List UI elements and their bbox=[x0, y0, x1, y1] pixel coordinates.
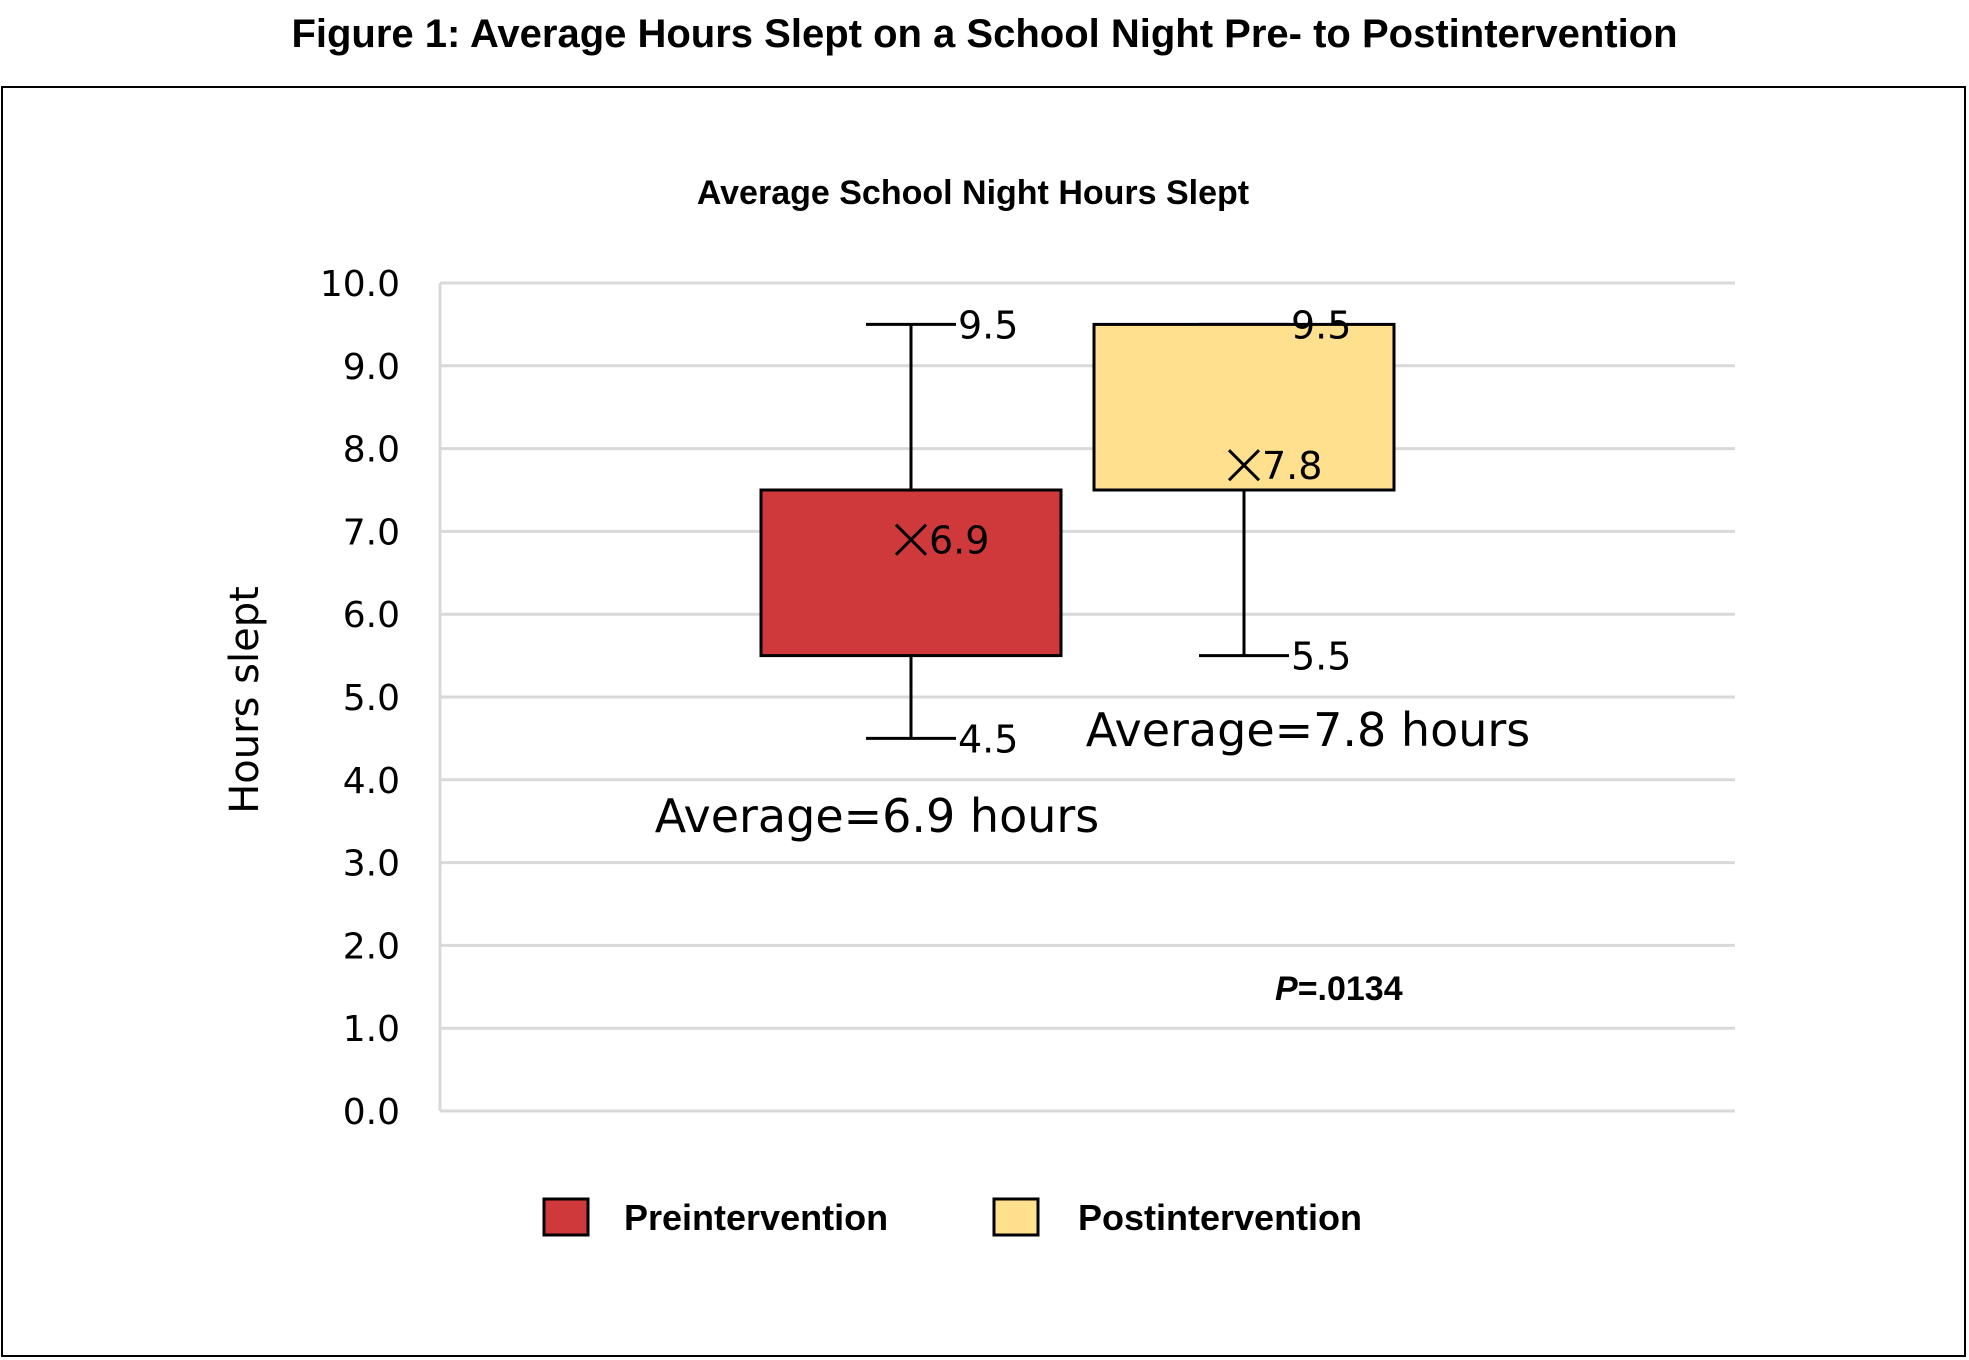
mean-marker bbox=[1227, 449, 1261, 482]
box-series: 6.9 9.5 4.5 7.8 9.5 5.5 Average=6.9 hours Avera… bbox=[655, 303, 1531, 843]
figure-frame bbox=[1, 86, 1966, 1357]
legend-label: Postintervention bbox=[1078, 1197, 1362, 1238]
min-label: 5.5 bbox=[1291, 635, 1351, 679]
figure-title: Figure 1: Average Hours Slept on a Schoo… bbox=[291, 12, 1678, 56]
gridlines bbox=[438, 281, 1735, 1113]
legend-swatch bbox=[542, 1197, 590, 1237]
y-axis-label: Hours slept bbox=[222, 586, 268, 814]
y-tick-label: 10.0 bbox=[320, 264, 400, 305]
mean-label: 7.8 bbox=[1262, 444, 1322, 488]
box-postintervention: 7.8 9.5 5.5 bbox=[1092, 303, 1396, 679]
min-label: 4.5 bbox=[958, 717, 1018, 761]
y-tick-label: 4.0 bbox=[343, 761, 400, 802]
box-iqr bbox=[1092, 322, 1396, 492]
average-annotation: Average=7.8 hours bbox=[1086, 703, 1531, 757]
legend-swatch bbox=[992, 1197, 1040, 1237]
y-tick-label: 0.0 bbox=[343, 1092, 400, 1133]
mean-marker bbox=[894, 523, 928, 556]
y-tick-label: 8.0 bbox=[343, 430, 400, 471]
y-tick-label: 7.0 bbox=[343, 512, 400, 553]
y-tick-label: 9.0 bbox=[343, 347, 400, 388]
max-label: 9.5 bbox=[958, 303, 1018, 347]
legend-label: Preintervention bbox=[624, 1197, 888, 1238]
mean-label: 6.9 bbox=[929, 519, 989, 563]
y-tick-label: 2.0 bbox=[343, 926, 400, 967]
y-tick-label: 1.0 bbox=[343, 1009, 400, 1050]
box-preintervention: 6.9 9.5 4.5 bbox=[759, 303, 1063, 761]
y-tick-label: 5.0 bbox=[343, 678, 400, 719]
legend: Preintervention Postintervention bbox=[542, 1197, 1362, 1238]
max-label: 9.5 bbox=[1291, 303, 1351, 347]
p-value: P=.0134 bbox=[1275, 970, 1403, 1008]
chart-title: Average School Night Hours Slept bbox=[697, 174, 1249, 212]
y-tick-labels: 0.0 1.0 2.0 3.0 4.0 5.0 6.0 7.0 8.0 9.0 10.0 bbox=[320, 264, 400, 1133]
average-annotation: Average=6.9 hours bbox=[655, 789, 1100, 843]
y-tick-label: 6.0 bbox=[343, 595, 400, 636]
y-tick-label: 3.0 bbox=[343, 844, 400, 885]
box-iqr bbox=[759, 488, 1063, 658]
